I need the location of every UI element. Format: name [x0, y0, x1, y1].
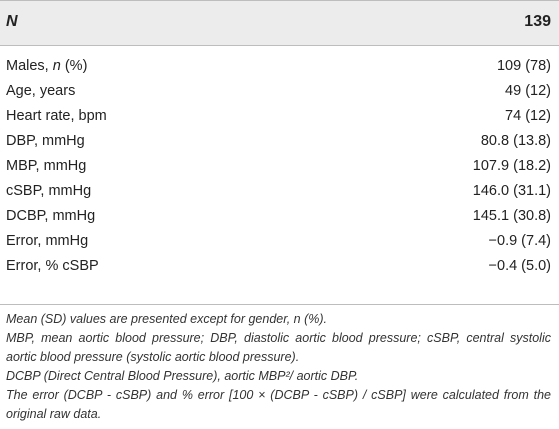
- row-label: MBP, mmHg: [6, 158, 87, 174]
- row-value: −0.9 (7.4): [488, 233, 551, 249]
- header-label: N: [6, 13, 18, 30]
- row-label: DBP, mmHg: [6, 133, 85, 149]
- footnote: DCBP (Direct Central Blood Pressure), ao…: [6, 369, 359, 383]
- row-label-text: Males,: [6, 58, 53, 74]
- row-label: Error, % cSBP: [6, 258, 99, 274]
- row-value: 80.8 (13.8): [480, 133, 551, 149]
- row-value: 107.9 (18.2): [472, 158, 551, 174]
- row-label: Males, n (%): [6, 54, 87, 79]
- table-row: Error, mmHg −0.9 (7.4): [0, 229, 559, 254]
- table-bottom-rule: [0, 304, 559, 305]
- row-label: Error, mmHg: [6, 233, 89, 249]
- table-header: N 139: [0, 0, 559, 46]
- row-label: DCBP, mmHg: [6, 208, 96, 224]
- row-label-italic: n: [52, 58, 61, 74]
- footnote: MBP, mean aortic blood pressure; DBP, di…: [6, 331, 551, 364]
- row-value: −0.4 (5.0): [488, 258, 551, 274]
- table-row: Error, % cSBP −0.4 (5.0): [0, 254, 559, 279]
- table-row: cSBP, mmHg 146.0 (31.1): [0, 179, 559, 204]
- footnote: The error (DCBP - cSBP) and % error [100…: [6, 388, 551, 421]
- header-value: 139: [524, 13, 551, 30]
- row-label: Age, years: [6, 83, 76, 99]
- row-value: 145.1 (30.8): [472, 208, 551, 224]
- table-row: DBP, mmHg 80.8 (13.8): [0, 129, 559, 154]
- table-row: Heart rate, bpm 74 (12): [0, 104, 559, 129]
- table-row: DCBP, mmHg 145.1 (30.8): [0, 204, 559, 229]
- row-value: 49 (12): [505, 83, 551, 99]
- row-label-suffix: (%): [60, 58, 88, 74]
- footnote: Mean (SD) values are presented except fo…: [6, 312, 327, 326]
- row-value: 109 (78): [496, 58, 551, 74]
- row-value: 74 (12): [505, 108, 551, 124]
- table-row: Age, years 49 (12): [0, 79, 559, 104]
- table-row: Males, n (%) 109 (78): [0, 54, 559, 79]
- row-value: 146.0 (31.1): [472, 183, 551, 199]
- row-label: Heart rate, bpm: [6, 108, 107, 124]
- table-row: MBP, mmHg 107.9 (18.2): [0, 154, 559, 179]
- row-label: cSBP, mmHg: [6, 183, 92, 199]
- table-footnotes: Mean (SD) values are presented except fo…: [6, 310, 551, 424]
